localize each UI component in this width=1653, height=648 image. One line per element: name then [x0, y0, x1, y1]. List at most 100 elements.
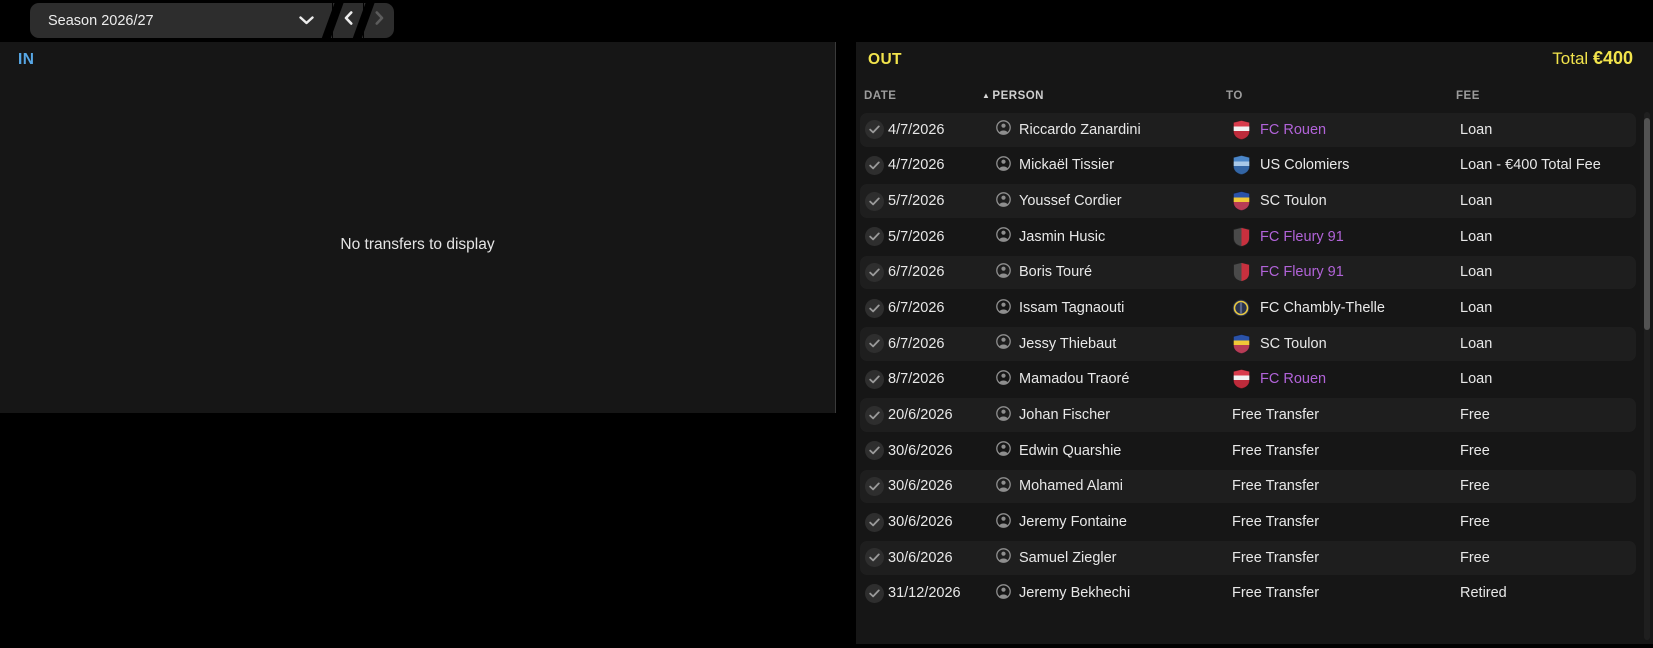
transfer-date: 4/7/2026 — [888, 157, 945, 174]
person-icon — [996, 227, 1011, 246]
transfer-person[interactable]: Jasmin Husic — [1019, 228, 1106, 245]
transfer-row[interactable]: 4/7/2026 Riccardo Zanardini FC Rouen Loa… — [860, 112, 1636, 148]
transfer-fee: Free — [1460, 478, 1490, 495]
transfer-row[interactable]: 8/7/2026 Mamadou Traoré FC Rouen Loan — [860, 362, 1636, 398]
check-circle-icon — [865, 262, 884, 282]
transfer-date: 30/6/2026 — [888, 514, 953, 531]
transfer-destination: US Colomiers — [1260, 157, 1350, 174]
check-circle-icon — [865, 405, 884, 425]
transfer-person[interactable]: Samuel Ziegler — [1019, 549, 1117, 566]
row-background — [860, 469, 1636, 504]
transfer-row[interactable]: 5/7/2026 Jasmin Husic FC Fleury 91 Loan — [860, 219, 1636, 255]
transfer-date: 6/7/2026 — [888, 335, 945, 352]
transfer-fee: Loan — [1460, 335, 1493, 352]
person-icon — [996, 477, 1011, 496]
column-header-to[interactable]: TO — [1226, 90, 1243, 102]
transfer-fee: Loan - €400 Total Fee — [1460, 157, 1601, 174]
panel-divider — [835, 42, 836, 413]
transfer-destination[interactable]: FC Rouen — [1260, 121, 1327, 138]
person-icon — [996, 156, 1011, 175]
transfer-person[interactable]: Boris Touré — [1019, 264, 1093, 281]
transfer-row[interactable]: 30/6/2026 Edwin Quarshie Free Transfer F… — [860, 433, 1636, 469]
season-dropdown[interactable]: Season 2026/27 — [30, 3, 332, 38]
transfer-row[interactable]: 6/7/2026 Issam Tagnaouti FC Chambly-Thel… — [860, 290, 1636, 326]
column-header-person[interactable]: ▲ PERSON — [982, 90, 1044, 102]
transfer-person[interactable]: Edwin Quarshie — [1019, 442, 1122, 459]
check-circle-icon — [865, 334, 884, 354]
transfer-person[interactable]: Riccardo Zanardini — [1019, 121, 1141, 138]
transfer-row[interactable]: 5/7/2026 Youssef Cordier SC Toulon Loan — [860, 183, 1636, 219]
transfer-fee: Loan — [1460, 371, 1493, 388]
check-circle-icon — [865, 191, 884, 211]
column-header-date[interactable]: DATE — [864, 90, 897, 102]
transfer-person[interactable]: Youssef Cordier — [1019, 193, 1122, 210]
transfer-row[interactable]: 31/12/2026 Jeremy Bekhechi Free Transfer… — [860, 576, 1636, 612]
transfer-destination: Free Transfer — [1232, 478, 1320, 495]
transfer-person[interactable]: Jeremy Bekhechi — [1019, 585, 1131, 602]
transfer-row[interactable]: 6/7/2026 Jessy Thiebaut SC Toulon Loan — [860, 326, 1636, 362]
column-header-fee[interactable]: FEE — [1456, 90, 1480, 102]
sort-ascending-icon: ▲ — [982, 91, 991, 100]
transfer-fee: Loan — [1460, 300, 1493, 317]
transfer-destination: Free Transfer — [1232, 407, 1320, 424]
person-icon — [996, 512, 1011, 532]
season-toolbar: Season 2026/27 — [30, 3, 394, 38]
transfer-destination[interactable]: FC Fleury 91 — [1260, 264, 1344, 281]
transfer-person[interactable]: Issam Tagnaouti — [1019, 300, 1125, 317]
transfer-person[interactable]: Mohamed Alami — [1019, 478, 1123, 495]
transfer-destination: SC Toulon — [1260, 193, 1327, 210]
transfer-row[interactable]: 20/6/2026 Johan Fischer Free Transfer Fr… — [860, 397, 1636, 433]
in-panel-title: IN — [18, 51, 35, 68]
total-label: Total — [1552, 49, 1589, 68]
fc-chambly-thelle-badge-icon — [1232, 298, 1250, 318]
row-background — [860, 398, 1636, 432]
transfer-date: 30/6/2026 — [888, 549, 953, 566]
scrollbar-thumb[interactable] — [1644, 118, 1650, 330]
chevron-right-icon — [374, 11, 384, 30]
transfer-destination: Free Transfer — [1232, 442, 1320, 459]
person-icon — [996, 548, 1011, 567]
total-fee-summary: Total €400 — [1552, 48, 1633, 69]
sc-toulon-badge-icon — [1232, 191, 1250, 212]
transfer-destination: FC Chambly-Thelle — [1260, 300, 1385, 317]
transfer-destination: Free Transfer — [1232, 585, 1320, 602]
transfer-person[interactable]: Jessy Thiebaut — [1019, 335, 1117, 352]
transfer-person[interactable]: Johan Fischer — [1019, 407, 1111, 424]
out-panel-title: OUT — [868, 51, 902, 68]
check-circle-icon — [865, 227, 884, 247]
check-circle-icon — [865, 476, 884, 496]
transfers-out-table: 4/7/2026 Riccardo Zanardini FC Rouen Loa… — [860, 112, 1636, 611]
transfer-person[interactable]: Mamadou Traoré — [1019, 371, 1130, 388]
transfer-fee: Free — [1460, 442, 1490, 459]
transfer-fee: Free — [1460, 514, 1490, 531]
transfer-person[interactable]: Jeremy Fontaine — [1019, 514, 1127, 531]
person-icon — [996, 298, 1011, 318]
transfer-row[interactable]: 6/7/2026 Boris Touré FC Fleury 91 Loan — [860, 255, 1636, 291]
transfers-out-panel: OUT Total €400 DATE ▲ PERSON TO FEE 4/7/2… — [856, 42, 1653, 644]
person-icon — [996, 263, 1011, 282]
transfer-person[interactable]: Mickaël Tissier — [1019, 157, 1115, 174]
transfer-row[interactable]: 30/6/2026 Samuel Ziegler Free Transfer F… — [860, 540, 1636, 576]
transfer-destination[interactable]: FC Fleury 91 — [1260, 228, 1344, 245]
check-circle-icon — [865, 298, 884, 318]
transfer-date: 5/7/2026 — [888, 193, 945, 210]
season-dropdown-label: Season 2026/27 — [48, 12, 154, 29]
person-icon — [996, 191, 1011, 211]
transfer-row[interactable]: 30/6/2026 Mohamed Alami Free Transfer Fr… — [860, 469, 1636, 505]
total-value: €400 — [1592, 48, 1633, 68]
transfer-fee: Retired — [1460, 585, 1507, 602]
transfer-fee: Free — [1460, 407, 1490, 424]
check-circle-icon — [865, 512, 884, 532]
transfers-in-panel: IN No transfers to display — [0, 42, 835, 413]
row-background — [860, 540, 1636, 575]
us-colomiers-badge-icon — [1232, 155, 1250, 176]
empty-state-message: No transfers to display — [340, 236, 495, 253]
transfer-destination: Free Transfer — [1232, 514, 1320, 531]
transfer-row[interactable]: 4/7/2026 Mickaël Tissier US Colomiers Lo… — [860, 148, 1636, 184]
transfer-fee: Loan — [1460, 193, 1493, 210]
person-icon — [996, 370, 1011, 389]
transfer-destination[interactable]: FC Rouen — [1260, 371, 1327, 388]
transfer-date: 4/7/2026 — [888, 121, 945, 138]
transfer-row[interactable]: 30/6/2026 Jeremy Fontaine Free Transfer … — [860, 504, 1636, 540]
